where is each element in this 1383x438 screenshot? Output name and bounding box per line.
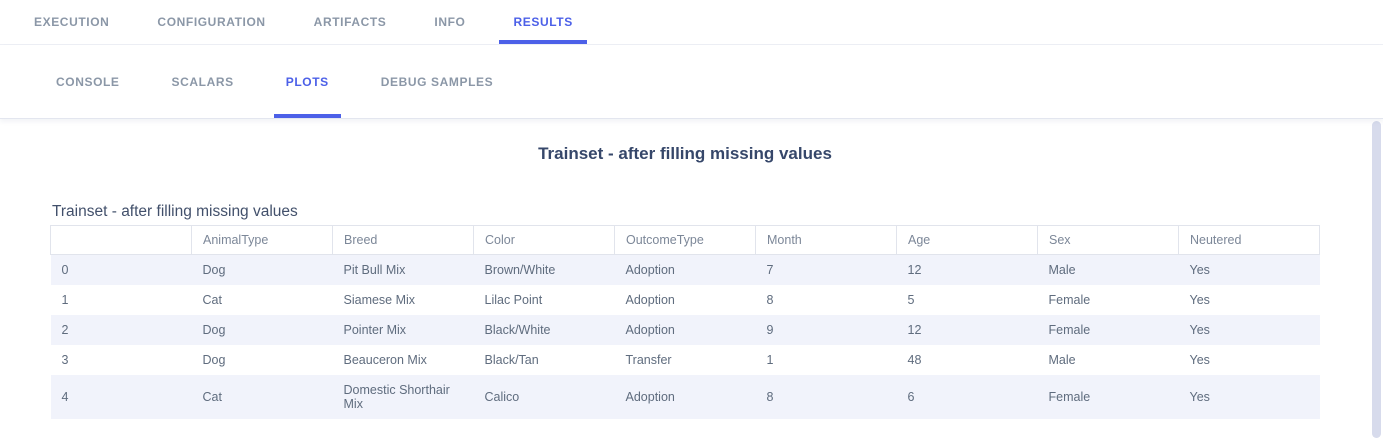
table-cell: 8: [766, 390, 774, 404]
table-header-row: AnimalType Breed Color OutcomeType Month Age S…: [50, 225, 1320, 255]
table-cell: 4: [61, 390, 69, 404]
table-cell: 8: [766, 293, 774, 307]
tab-artifacts[interactable]: ARTIFACTS: [313, 15, 387, 29]
table-header-cell: Breed: [332, 225, 474, 255]
table-cell: Siamese Mix: [343, 293, 416, 307]
table-row: 2 Dog Pointer Mix Black/White Adoption 9 12 Fem…: [50, 315, 1320, 345]
scrollbar-thumb[interactable]: [1372, 121, 1381, 438]
table-cell: Cat: [202, 390, 222, 404]
table-cell: 12: [907, 263, 922, 277]
table-cell: Black/White: [484, 323, 551, 337]
table-cell: Cat: [202, 293, 222, 307]
tab-debug-samples[interactable]: DEBUG SAMPLES: [380, 74, 494, 89]
table-cell: Pit Bull Mix: [343, 263, 406, 277]
tab-scalars[interactable]: SCALARS: [171, 74, 234, 89]
table-cell: Beauceron Mix: [343, 353, 427, 367]
table-header-cell: AnimalType: [191, 225, 333, 255]
table-cell: 1: [61, 293, 69, 307]
table-cell: Adoption: [625, 390, 675, 404]
table-header-cell: OutcomeType: [614, 225, 756, 255]
primary-tab-bar: EXECUTION CONFIGURATION ARTIFACTS INFO R…: [0, 0, 1383, 45]
table-cell: Yes: [1189, 263, 1210, 277]
table-cell: 0: [61, 263, 69, 277]
table-cell: 7: [766, 263, 774, 277]
table-cell: 1: [766, 353, 774, 367]
table-cell: 6: [907, 390, 915, 404]
plot-table: AnimalType Breed Color OutcomeType Month Age S…: [50, 225, 1320, 419]
tab-execution[interactable]: EXECUTION: [34, 15, 110, 29]
table-row: 4 Cat Domestic Shorthair Mix Calico Adoption…: [50, 375, 1320, 419]
table-cell: Female: [1048, 390, 1091, 404]
table-cell: Female: [1048, 323, 1091, 337]
table-cell: Male: [1048, 353, 1076, 367]
table-cell: Pointer Mix: [343, 323, 407, 337]
table-cell: Domestic Shorthair Mix: [343, 383, 450, 411]
table-cell: 5: [907, 293, 915, 307]
table-cell: Yes: [1189, 323, 1210, 337]
table-cell: Dog: [202, 263, 226, 277]
tab-plots[interactable]: PLOTS: [260, 45, 355, 118]
table-header-cell: Month: [755, 225, 897, 255]
table-cell: Dog: [202, 353, 226, 367]
table-cell: Yes: [1189, 390, 1210, 404]
table-row: 0 Dog Pit Bull Mix Brown/White Adoption 7 12 Ma…: [50, 254, 1320, 285]
table-cell: 9: [766, 323, 774, 337]
table-row: 1 Cat Siamese Mix Lilac Point Adoption 8 5 Fema…: [50, 285, 1320, 315]
plot-title: Trainset - after filling missing values: [538, 144, 832, 163]
table-title: Trainset - after filling missing values: [52, 203, 298, 220]
table-header-cell: Age: [896, 225, 1038, 255]
tab-info[interactable]: INFO: [434, 15, 466, 29]
table-cell: Yes: [1189, 353, 1210, 367]
results-sub-tab-bar: CONSOLE SCALARS PLOTS DEBUG SAMPLES: [0, 45, 1383, 119]
table-header-cell: Sex: [1037, 225, 1179, 255]
table-cell: Brown/White: [484, 263, 556, 277]
table-cell: 3: [61, 353, 69, 367]
plots-panel: Trainset - after filling missing values …: [0, 119, 1383, 438]
table-cell: Black/Tan: [484, 353, 539, 367]
vertical-scrollbar: [1372, 121, 1381, 438]
table-cell: Yes: [1189, 293, 1210, 307]
table-cell: 12: [907, 323, 922, 337]
table-row: 3 Dog Beauceron Mix Black/Tan Transfer 1 48 Mal…: [50, 345, 1320, 375]
table-cell: Transfer: [625, 353, 672, 367]
table-cell: 2: [61, 323, 69, 337]
table-header-cell: [50, 225, 192, 255]
table-cell: Male: [1048, 263, 1076, 277]
table-cell: Dog: [202, 323, 226, 337]
table-header-cell: Color: [473, 225, 615, 255]
table-cell: Lilac Point: [484, 293, 543, 307]
table-cell: 48: [907, 353, 922, 367]
tab-console[interactable]: CONSOLE: [56, 74, 120, 89]
table-cell: Calico: [484, 390, 520, 404]
table-cell: Female: [1048, 293, 1091, 307]
tab-results[interactable]: RESULTS: [489, 0, 596, 44]
table-cell: Adoption: [625, 263, 675, 277]
table-cell: Adoption: [625, 323, 675, 337]
table-header-cell: Neutered: [1178, 225, 1320, 255]
tab-configuration[interactable]: CONFIGURATION: [157, 15, 266, 29]
table-body: 0 Dog Pit Bull Mix Brown/White Adoption 7 12 Ma…: [50, 254, 1320, 419]
table-header: AnimalType Breed Color OutcomeType Month Age S…: [50, 225, 1320, 255]
table-cell: Adoption: [625, 293, 675, 307]
